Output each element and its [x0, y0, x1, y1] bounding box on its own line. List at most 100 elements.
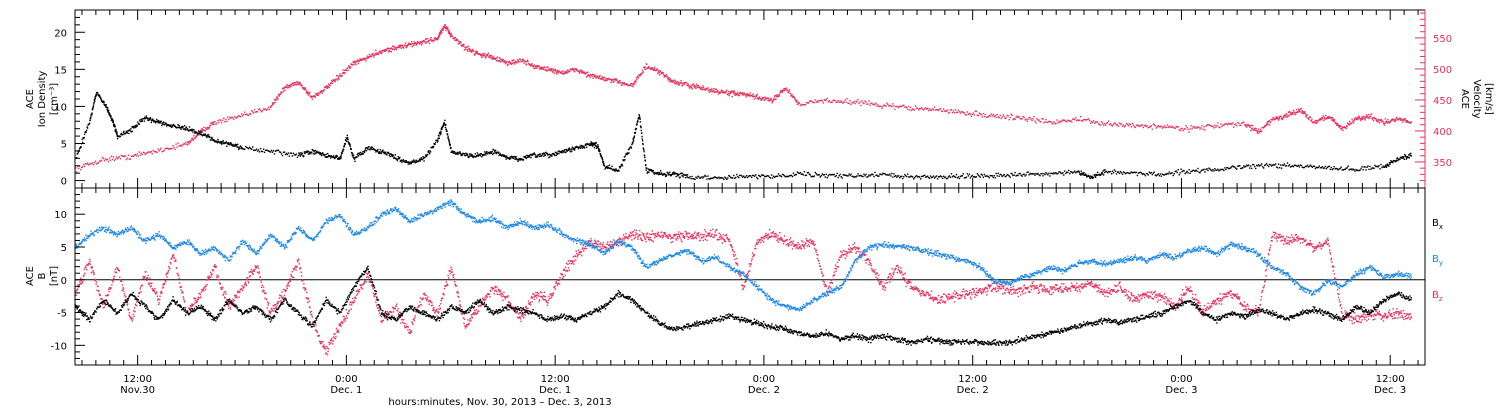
velocity-point: [818, 100, 820, 102]
density-point: [194, 132, 197, 134]
density-point: [867, 175, 869, 178]
density-point: [1225, 168, 1227, 171]
bz-point: [387, 312, 390, 314]
bz-point: [355, 297, 357, 300]
density-point: [1016, 174, 1018, 176]
bz-point: [222, 287, 224, 289]
bz-point: [78, 284, 80, 287]
velocity-point: [942, 108, 945, 110]
density-point: [695, 176, 697, 178]
velocity-point: [442, 29, 444, 31]
density-point: [132, 126, 134, 128]
velocity-point: [626, 83, 628, 86]
density-point: [793, 174, 796, 177]
velocity-point: [1056, 119, 1058, 121]
velocity-point: [1210, 125, 1212, 127]
density-point: [1355, 168, 1357, 171]
bz-point: [204, 287, 206, 289]
velocity-point: [585, 71, 587, 74]
density-point: [181, 127, 184, 129]
velocity-point: [753, 98, 755, 100]
velocity-point: [360, 59, 363, 61]
density-point: [726, 178, 728, 180]
density-point: [425, 154, 427, 157]
density-point: [868, 174, 870, 176]
bz-point: [156, 295, 158, 297]
density-point: [116, 137, 119, 140]
velocity-point: [422, 41, 424, 43]
velocity-point: [1068, 119, 1070, 122]
velocity-point: [552, 71, 554, 73]
density-point: [669, 171, 671, 173]
velocity-point: [997, 116, 999, 118]
density-point: [1081, 172, 1083, 175]
density-point: [659, 173, 661, 175]
density-point: [1327, 165, 1329, 168]
velocity-point: [483, 54, 485, 57]
density-point: [1295, 165, 1298, 167]
velocity-point: [1315, 122, 1317, 125]
density-point: [696, 177, 698, 179]
velocity-point: [814, 99, 816, 101]
density-point: [935, 175, 938, 177]
density-point: [1371, 167, 1373, 169]
density-point: [969, 177, 972, 179]
velocity-point: [209, 125, 212, 127]
velocity-point: [1205, 125, 1207, 127]
velocity-point: [1297, 111, 1299, 113]
velocity-point: [1396, 117, 1398, 119]
bz-point: [178, 282, 181, 284]
velocity-point: [1183, 128, 1185, 130]
bz-point: [115, 272, 118, 274]
density-point: [872, 173, 874, 176]
velocity-point: [376, 52, 379, 55]
density-point: [450, 147, 452, 149]
velocity-point: [618, 82, 620, 84]
bz-point: [280, 295, 282, 297]
density-point: [572, 148, 574, 150]
velocity-point: [1130, 126, 1133, 128]
density-point: [1184, 172, 1186, 175]
density-point: [378, 151, 381, 153]
density-point: [1118, 172, 1121, 175]
velocity-point: [549, 68, 551, 71]
density-point: [1131, 171, 1134, 174]
velocity-point: [620, 82, 622, 84]
bz-point: [349, 303, 351, 306]
bz-point: [156, 291, 158, 293]
density-point: [333, 155, 335, 157]
density-point: [440, 130, 442, 133]
density-point: [1331, 168, 1333, 171]
density-point: [1308, 165, 1311, 168]
density-point: [970, 175, 973, 178]
velocity-point: [547, 69, 550, 71]
velocity-point: [578, 70, 580, 72]
bz-point: [247, 281, 249, 283]
velocity-point: [752, 93, 754, 95]
bz-point: [288, 285, 290, 287]
density-point: [426, 153, 429, 156]
velocity-point: [544, 66, 546, 68]
bz-point: [178, 274, 180, 277]
density-point: [1154, 174, 1156, 176]
density-point: [332, 156, 334, 158]
density-point: [997, 172, 999, 174]
velocity-point: [1367, 113, 1370, 116]
density-point: [456, 151, 459, 154]
velocity-point: [639, 75, 641, 77]
bz-point: [381, 320, 383, 322]
velocity-point: [782, 89, 785, 92]
density-point: [671, 173, 673, 175]
velocity-point: [463, 49, 466, 51]
density-point: [275, 149, 278, 152]
velocity-point: [439, 32, 441, 34]
velocity-point: [688, 87, 691, 89]
density-point: [688, 177, 690, 179]
velocity-point: [999, 114, 1001, 116]
density-point: [917, 176, 919, 178]
velocity-point: [889, 105, 891, 107]
density-point: [980, 173, 982, 175]
velocity-point: [777, 94, 779, 97]
density-point: [896, 176, 898, 178]
density-point: [961, 175, 964, 177]
